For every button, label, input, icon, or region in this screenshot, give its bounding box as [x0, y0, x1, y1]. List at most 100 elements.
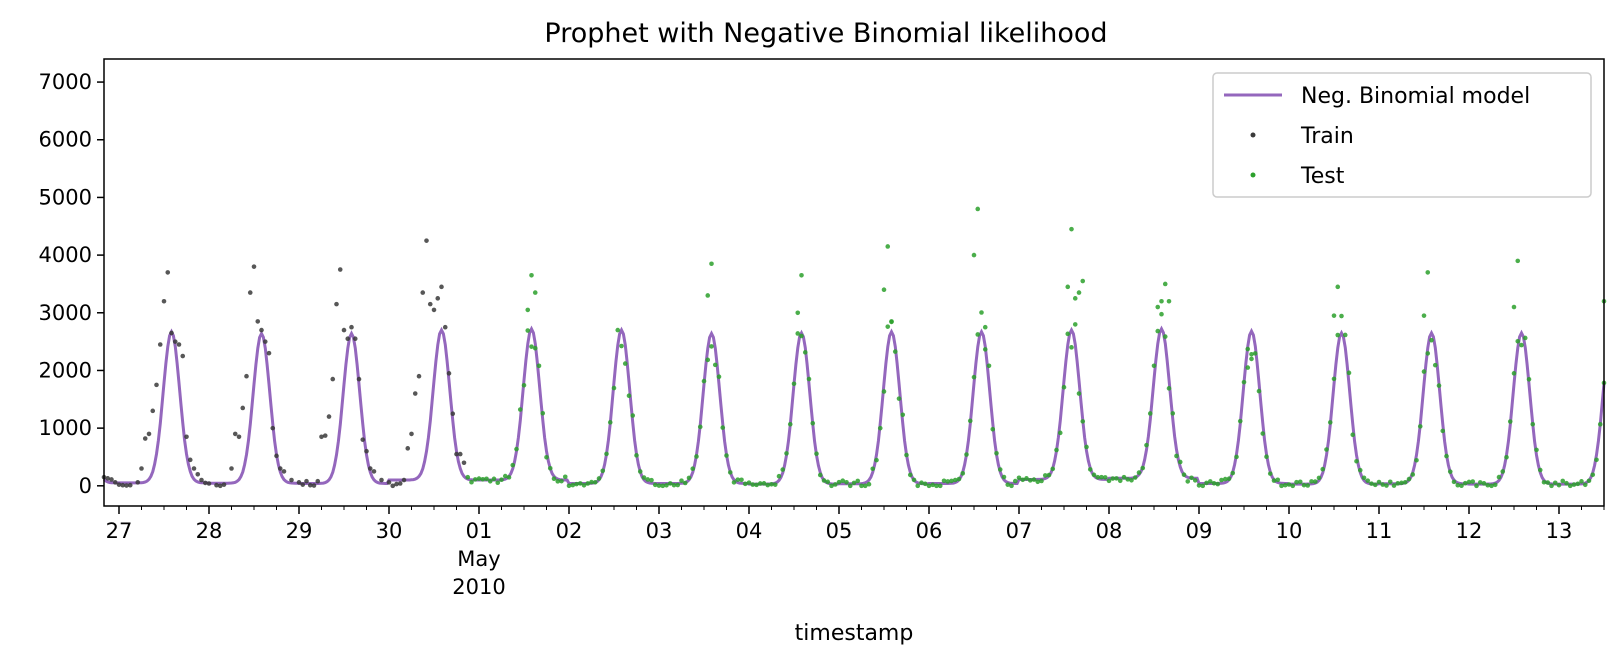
test-point: [1185, 479, 1191, 484]
test-point: [1331, 376, 1337, 382]
train-point: [405, 446, 411, 451]
test-point: [555, 479, 561, 484]
test-point: [1009, 483, 1014, 489]
test-point: [945, 479, 951, 484]
test-point: [1350, 432, 1356, 438]
train-point: [420, 290, 426, 295]
test-point: [1020, 477, 1026, 483]
test-point: [1519, 342, 1524, 348]
test-point: [1189, 475, 1194, 481]
test-point: [619, 343, 624, 349]
model-line: [102, 325, 1606, 486]
test-point: [1249, 351, 1254, 357]
train-point: [367, 466, 373, 471]
test-point: [742, 481, 748, 487]
test-point: [1425, 270, 1431, 275]
test-point: [806, 376, 812, 382]
test-point: [604, 451, 609, 457]
test-point: [641, 475, 647, 480]
train-point: [251, 264, 257, 269]
test-point: [1290, 483, 1296, 489]
test-point: [690, 466, 696, 471]
test-point: [1537, 467, 1543, 473]
test-point: [1549, 483, 1554, 489]
test-point: [975, 206, 981, 212]
test-point: [1342, 332, 1348, 338]
test-point: [971, 374, 977, 380]
test-point: [964, 452, 969, 457]
test-point: [1170, 411, 1176, 416]
test-point: [922, 481, 928, 487]
test-point: [547, 465, 553, 471]
test-point: [1087, 467, 1093, 472]
test-point: [1177, 459, 1183, 465]
test-point: [1511, 371, 1517, 376]
test-point: [630, 413, 636, 418]
test-point: [1204, 480, 1209, 486]
test-point: [1114, 476, 1119, 481]
train-point: [172, 339, 178, 344]
test-point: [1335, 284, 1341, 290]
test-point: [1425, 351, 1431, 356]
test-point: [634, 453, 639, 458]
test-point: [1001, 474, 1007, 480]
test-point: [855, 478, 861, 484]
test-point: [1196, 483, 1202, 488]
test-point: [611, 385, 617, 391]
train-point: [450, 411, 456, 417]
test-point: [1369, 481, 1374, 486]
train-point: [424, 238, 429, 243]
test-point: [1039, 478, 1044, 484]
test-point: [934, 483, 939, 489]
test-point: [506, 475, 512, 480]
test-point: [866, 481, 872, 487]
test-point: [1327, 420, 1333, 425]
test-point: [1447, 469, 1453, 474]
test-point: [1462, 480, 1468, 486]
x-tick-label: 09: [1186, 519, 1213, 543]
chart-title: Prophet with Negative Binomial likelihoo…: [544, 18, 1107, 49]
test-point: [1080, 419, 1086, 424]
train-point: [341, 327, 347, 333]
test-point: [885, 244, 891, 249]
test-point: [787, 421, 793, 427]
train-point: [150, 408, 156, 414]
test-point: [671, 482, 677, 488]
x-tick-label: 06: [916, 519, 943, 543]
test-point: [881, 389, 887, 394]
test-point: [1042, 473, 1048, 478]
train-point: [322, 433, 328, 438]
test-point: [975, 332, 981, 337]
test-point: [1522, 335, 1528, 341]
test-point: [1331, 313, 1337, 318]
train-point: [435, 296, 441, 301]
test-point: [1492, 482, 1498, 488]
test-point: [536, 363, 542, 369]
legend-test-label: Test: [1300, 164, 1345, 189]
train-point: [326, 414, 332, 419]
train-point: [360, 437, 366, 442]
test-point: [960, 471, 966, 476]
train-point: [157, 342, 163, 347]
test-point: [1155, 304, 1161, 310]
train-points: [101, 238, 467, 489]
test-point: [1414, 457, 1419, 463]
test-point: [1564, 480, 1569, 486]
test-point: [705, 357, 711, 363]
test-point: [1384, 483, 1389, 488]
test-point: [1046, 472, 1052, 478]
train-point: [409, 431, 414, 437]
train-point: [277, 466, 283, 471]
test-point: [465, 474, 471, 480]
test-point: [847, 483, 853, 489]
train-point: [457, 451, 463, 457]
test-point: [900, 412, 906, 418]
y-tick-label: 4000: [39, 243, 92, 267]
test-point: [1031, 477, 1037, 482]
test-point: [1095, 474, 1101, 480]
train-point: [401, 477, 407, 483]
train-point: [232, 431, 238, 437]
test-point: [1474, 483, 1479, 489]
test-point: [656, 483, 662, 488]
